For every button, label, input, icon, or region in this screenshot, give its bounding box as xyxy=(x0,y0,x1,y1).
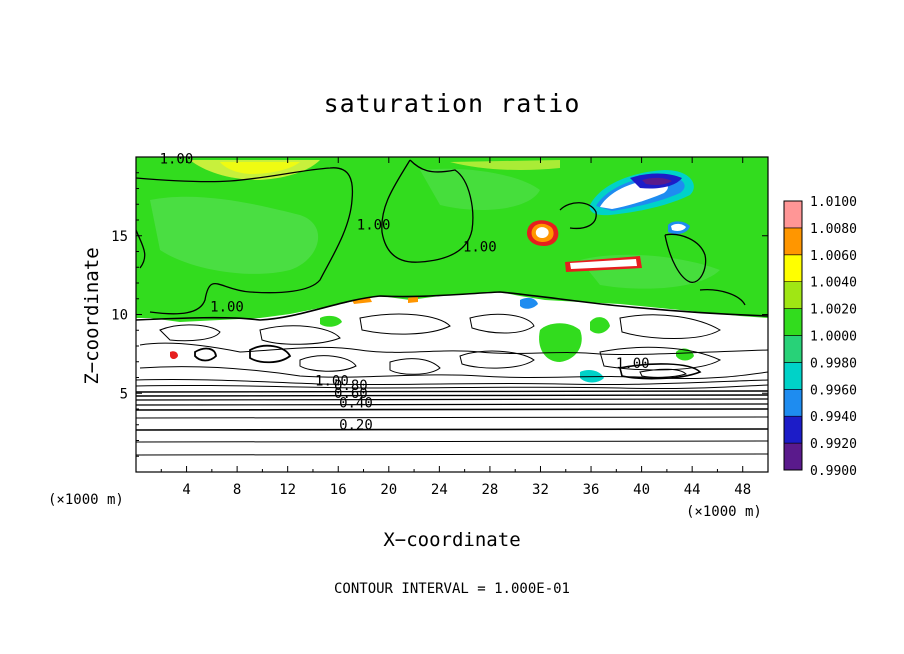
colorbar-label: 1.0080 xyxy=(810,222,857,237)
x-axis-title: X−coordinate xyxy=(383,529,520,551)
x-tick-label: 4 xyxy=(182,482,190,498)
colorbar-swatch xyxy=(783,415,803,444)
colorbar-swatch xyxy=(783,442,803,471)
colorbar-frame xyxy=(783,200,803,471)
colorbar-label: 0.9960 xyxy=(810,383,857,398)
colorbar-swatch xyxy=(783,335,803,363)
x-tick-label: 48 xyxy=(734,482,751,498)
field-patch-lightgreen xyxy=(420,168,540,210)
x-tick-label: 28 xyxy=(481,482,498,498)
field-patch-red xyxy=(170,351,178,359)
colorbar-label: 0.9900 xyxy=(810,464,857,479)
plot-area xyxy=(136,157,768,472)
contour-label: 1.00 xyxy=(160,151,194,167)
y-tick-label: 5 xyxy=(120,386,128,402)
colorbar-label: 0.9940 xyxy=(810,410,857,425)
field-patch-yellow xyxy=(220,162,300,174)
colorbar-label: 0.9920 xyxy=(810,437,857,452)
field-patch-orange xyxy=(408,296,418,303)
x-tick-label: 44 xyxy=(684,482,701,498)
field-patch-white xyxy=(671,223,686,231)
y-tick-label: 15 xyxy=(111,229,128,245)
field-patch-green xyxy=(676,348,694,361)
contour-label: 1.00 xyxy=(616,356,650,372)
y-tick-label: 10 xyxy=(111,308,128,324)
colorbar-swatch xyxy=(783,200,803,229)
y-axis-title: Z−coordinate xyxy=(81,247,103,384)
contour-labels: 1.001.001.001.001.001.000.800.600.400.20 xyxy=(160,151,650,433)
contour-label: 1.00 xyxy=(210,299,244,315)
x-axis-unit: (×1000 m) xyxy=(686,504,762,520)
x-tick-label: 40 xyxy=(633,482,650,498)
colorbar-label: 1.0040 xyxy=(810,276,857,291)
contour-label: 1.00 xyxy=(463,240,497,256)
field-patch-yellowgreen xyxy=(450,160,560,170)
contour-label: 0.20 xyxy=(339,417,373,433)
colorbar-label: 1.0100 xyxy=(810,195,857,210)
field-patch-lightgreen xyxy=(150,196,319,274)
x-tick-label: 36 xyxy=(583,482,600,498)
colorbar-swatch xyxy=(783,388,803,417)
contour-label: 1.00 xyxy=(315,373,349,389)
x-axis: 4 8 12 16 20 24 28 32 36 40 44 48 xyxy=(160,157,751,498)
x-tick-label: 20 xyxy=(380,482,397,498)
field-patch-green xyxy=(320,315,342,327)
x-tick-label: 16 xyxy=(330,482,347,498)
colorbar: 0.9900 0.9920 0.9940 0.9960 0.9980 1.0000 1.00… xyxy=(783,195,857,479)
colorbar-label: 1.0020 xyxy=(810,303,857,318)
x-tick-label: 32 xyxy=(532,482,549,498)
field-patch-blue xyxy=(520,297,538,309)
y-axis-unit: (×1000 m) xyxy=(48,492,124,508)
colorbar-label: 0.9980 xyxy=(810,356,857,371)
field-patch-white xyxy=(570,259,637,269)
field-patch-white xyxy=(535,227,549,238)
colorbar-swatch xyxy=(783,281,803,309)
contours-lower xyxy=(136,291,768,390)
contour-label: 0.40 xyxy=(339,395,373,411)
x-tick-label: 24 xyxy=(431,482,448,498)
contour-label: 0.80 xyxy=(334,378,368,394)
y-axis: 5 10 15 xyxy=(111,172,768,457)
colorbar-swatch xyxy=(783,254,803,283)
contour-interval-note: CONTOUR INTERVAL = 1.000E-01 xyxy=(334,581,570,597)
colorbar-swatch xyxy=(783,227,803,256)
colorbar-label: 1.0000 xyxy=(810,330,857,345)
colorbar-swatch xyxy=(783,362,803,390)
x-tick-label: 8 xyxy=(233,482,241,498)
contour-label: 1.00 xyxy=(357,217,391,233)
contour-label: 0.60 xyxy=(334,386,368,402)
x-tick-label: 12 xyxy=(279,482,296,498)
colorbar-swatch xyxy=(783,308,803,336)
colorbar-label: 1.0060 xyxy=(810,249,857,264)
chart-title: saturation ratio xyxy=(324,89,581,118)
contours-upper xyxy=(136,159,746,315)
field-patch-purple xyxy=(642,177,672,185)
field-patch-green xyxy=(590,317,610,334)
contours-horizontal xyxy=(136,390,768,456)
